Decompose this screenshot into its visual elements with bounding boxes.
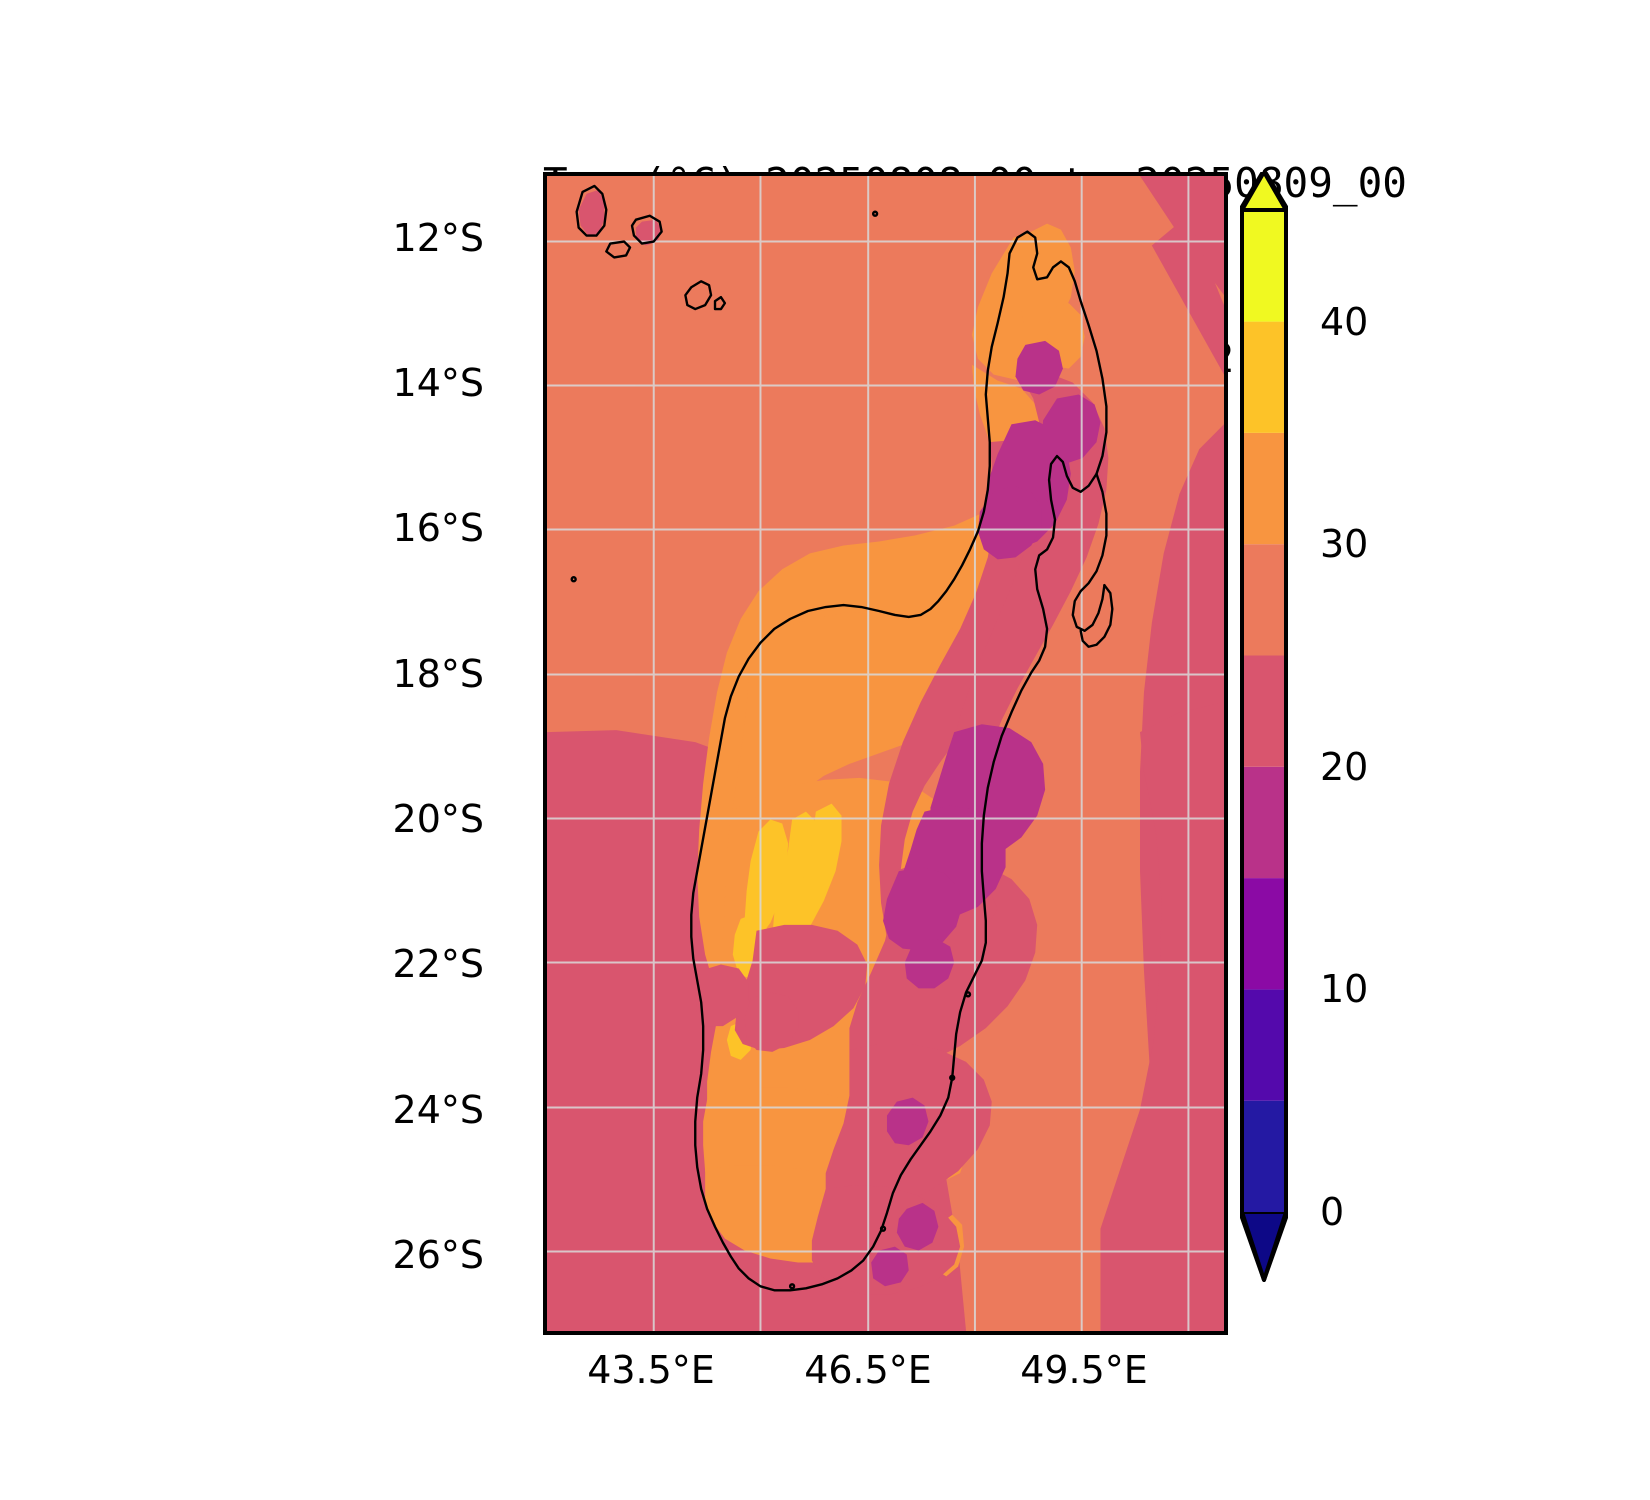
colorbar-tick-0: 0: [1320, 1190, 1345, 1234]
xtick-label-0: 43.5°E: [587, 1348, 715, 1392]
ytick-label-4: 20°S: [392, 797, 484, 841]
map-axes: [543, 172, 1228, 1335]
ytick-label-7: 26°S: [392, 1233, 484, 1277]
colorbar-tick-20: 20: [1320, 745, 1369, 789]
xtick-label-1: 46.5°E: [804, 1348, 932, 1392]
ytick-label-5: 22°S: [392, 942, 484, 986]
ytick-label-2: 16°S: [392, 506, 484, 550]
ytick-label-0: 12°S: [392, 216, 484, 260]
colorbar-swatches: [1240, 172, 1288, 1282]
ytick-label-3: 18°S: [392, 652, 484, 696]
ytick-label-6: 24°S: [392, 1088, 484, 1132]
ytick-label-1: 14°S: [392, 361, 484, 405]
colorbar-tick-40: 40: [1320, 300, 1369, 344]
colorbar-tick-10: 10: [1320, 967, 1369, 1011]
colorbar: [1240, 172, 1288, 1282]
xtick-label-2: 49.5°E: [1020, 1348, 1148, 1392]
temperature-contour-map: [547, 176, 1224, 1331]
colorbar-tick-30: 30: [1320, 522, 1369, 566]
